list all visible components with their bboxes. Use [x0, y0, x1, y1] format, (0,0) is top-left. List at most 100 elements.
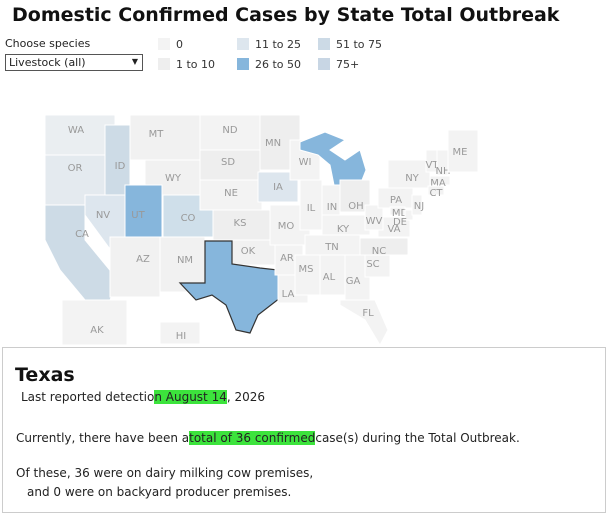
state	[129, 114, 201, 161]
dairy-line: Of these, 36 were on dairy milking cow p…	[16, 466, 314, 480]
state-label: VA	[387, 224, 400, 235]
state-label: ND	[222, 125, 237, 136]
legend-swatch	[158, 38, 170, 50]
state-label: TN	[324, 242, 339, 253]
state	[429, 175, 451, 186]
state-label: FL	[362, 308, 374, 319]
state-label: MO	[278, 221, 295, 232]
state-label: WY	[165, 173, 182, 184]
state-label: ME	[453, 147, 468, 158]
state	[427, 185, 445, 196]
state-label: WI	[299, 157, 312, 168]
legend-label: 0	[176, 38, 183, 51]
state-label: IA	[273, 182, 283, 193]
legend-item: 0	[158, 38, 183, 51]
text: Last reported detectio	[21, 390, 155, 404]
state-label: MT	[149, 129, 165, 140]
filter-label: Choose species	[5, 37, 91, 50]
state-label: UT	[131, 210, 145, 221]
state-label: MS	[299, 264, 314, 275]
legend-swatch	[237, 38, 249, 50]
state-label: WV	[366, 216, 383, 227]
state	[319, 254, 346, 296]
text: , 2026	[226, 390, 266, 404]
legend-label: 75+	[336, 58, 360, 71]
state-label: WA	[68, 125, 84, 136]
legend: 0 1 to 10 11 to 25 26 to 50 51 to 75 75+	[158, 38, 418, 78]
state-label: ID	[115, 161, 126, 172]
state-label: SD	[221, 157, 235, 168]
legend-label: 1 to 10	[176, 58, 216, 71]
state-label: MA	[430, 178, 446, 189]
state-label: MD	[392, 208, 409, 219]
legend-item: 26 to 50	[237, 58, 301, 71]
state	[359, 237, 409, 256]
state-label: NM	[177, 255, 193, 266]
state-label: NC	[372, 246, 386, 257]
title: Domestic Confirmed Cases by State Total …	[12, 4, 560, 26]
highlight: total of 36 confirmed	[189, 431, 316, 445]
species-dropdown[interactable]: Livestock (all)	[5, 54, 143, 71]
map: WA OR CA NV ID MT WY UT CO AZ NM ND SD NE KS OK MN IA MO AR…	[44, 114, 479, 347]
state-label: NH	[436, 166, 451, 177]
tooltip-title: Texas	[15, 364, 75, 386]
state-label: KS	[234, 218, 247, 229]
highlight: n August 14	[154, 390, 227, 404]
state-label: AZ	[136, 254, 150, 265]
legend-swatch	[158, 58, 170, 70]
text: Currently, there have been a	[16, 431, 190, 445]
legend-item: 51 to 75	[318, 38, 382, 51]
state	[411, 194, 423, 216]
legend-item: 75+	[318, 58, 359, 71]
state-label: NE	[224, 188, 238, 199]
state-label: NY	[405, 173, 419, 184]
state-label: NV	[96, 210, 110, 221]
state-label: DE	[393, 217, 407, 228]
legend-swatch	[237, 58, 249, 70]
state-label: LA	[282, 289, 295, 300]
detection-line: Last reported detection August 14, 2026	[21, 390, 265, 404]
state-label: CO	[181, 213, 196, 224]
legend-label: 26 to 50	[255, 58, 302, 71]
state-label: CT	[429, 188, 443, 199]
backyard-line: and 0 were on backyard producer premises…	[27, 485, 292, 499]
state-label: VT	[426, 160, 440, 171]
state-label: SC	[366, 259, 379, 270]
tooltip: Texas Last reported detection August 14,…	[2, 347, 606, 513]
state-label: AR	[280, 253, 294, 264]
state	[159, 321, 201, 345]
state-label: IN	[327, 202, 337, 213]
state	[199, 149, 261, 181]
legend-swatch	[318, 38, 330, 50]
state-label: OR	[68, 163, 83, 174]
state	[109, 236, 161, 298]
state	[447, 129, 479, 173]
state-label: IL	[307, 203, 316, 214]
summary-line: Currently, there have been atotal of 36 …	[16, 431, 520, 445]
state	[299, 131, 367, 191]
state	[364, 204, 384, 231]
state-label: HI	[176, 331, 186, 342]
state	[387, 159, 431, 189]
state-label: MN	[265, 138, 281, 149]
state-label: CA	[75, 229, 89, 240]
legend-swatch	[318, 58, 330, 70]
legend-label: 11 to 25	[255, 38, 302, 51]
state-label: KY	[337, 224, 350, 235]
legend-item: 11 to 25	[237, 38, 301, 51]
state-label: NJ	[414, 201, 424, 212]
state	[44, 114, 116, 156]
legend-item: 1 to 10	[158, 58, 215, 71]
state	[178, 240, 281, 334]
state	[124, 184, 163, 238]
legend-label: 51 to 75	[336, 38, 383, 51]
text: case(s) during the Total Outbreak.	[315, 431, 520, 445]
state	[339, 299, 389, 347]
state-label: OK	[241, 246, 256, 257]
state	[61, 299, 128, 346]
state-label: GA	[346, 276, 361, 287]
state	[212, 209, 271, 241]
state	[294, 254, 321, 296]
state-label: PA	[390, 195, 402, 206]
